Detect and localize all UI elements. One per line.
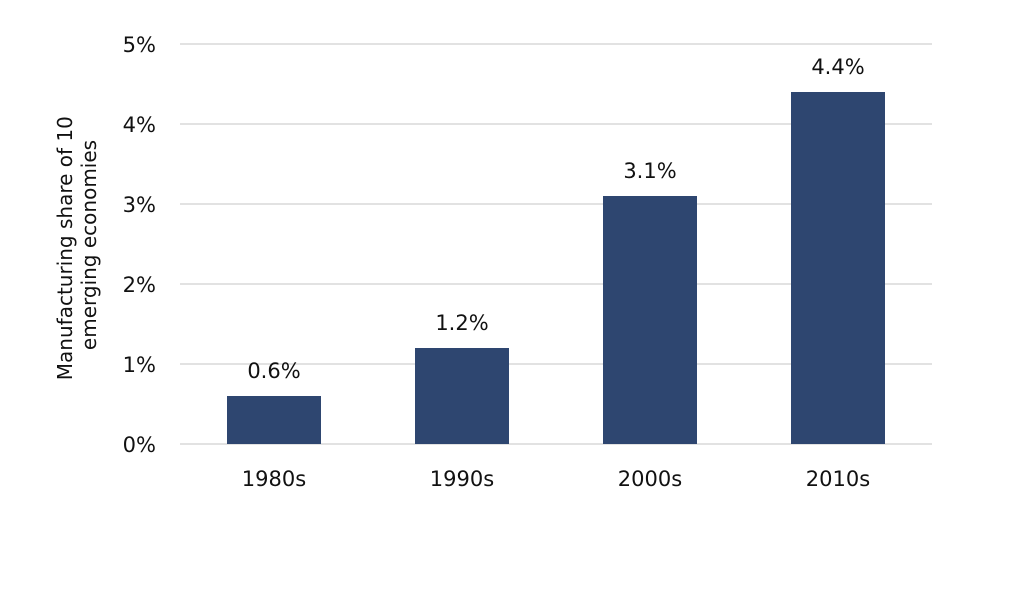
data-labels: 0.6% 1.2% 3.1% 4.4% — [247, 55, 864, 383]
y-tick-label: 2% — [123, 273, 156, 297]
data-label: 1.2% — [435, 311, 488, 335]
bar — [227, 396, 321, 444]
y-axis-label-line-1: Manufacturing share of 10 — [53, 116, 77, 380]
y-axis-label-line-2: emerging economies — [77, 140, 101, 350]
y-axis-label: Manufacturing share of 10 emerging econo… — [53, 110, 101, 380]
x-tick-label: 1990s — [430, 467, 494, 491]
x-tick-label: 1980s — [242, 467, 306, 491]
bars — [227, 92, 885, 444]
x-tick-label: 2000s — [618, 467, 682, 491]
x-tick-label: 2010s — [806, 467, 870, 491]
y-tick-label: 1% — [123, 353, 156, 377]
data-label: 3.1% — [623, 159, 676, 183]
y-tick-label: 5% — [123, 33, 156, 57]
x-axis-ticks: 1980s 1990s 2000s 2010s — [242, 467, 870, 491]
data-label: 0.6% — [247, 359, 300, 383]
bar — [603, 196, 697, 444]
y-tick-label: 3% — [123, 193, 156, 217]
y-axis-ticks: 0% 1% 2% 3% 4% 5% — [123, 33, 156, 457]
bar — [791, 92, 885, 444]
bar — [415, 348, 509, 444]
y-tick-label: 4% — [123, 113, 156, 137]
data-label: 4.4% — [811, 55, 864, 79]
y-tick-label: 0% — [123, 433, 156, 457]
